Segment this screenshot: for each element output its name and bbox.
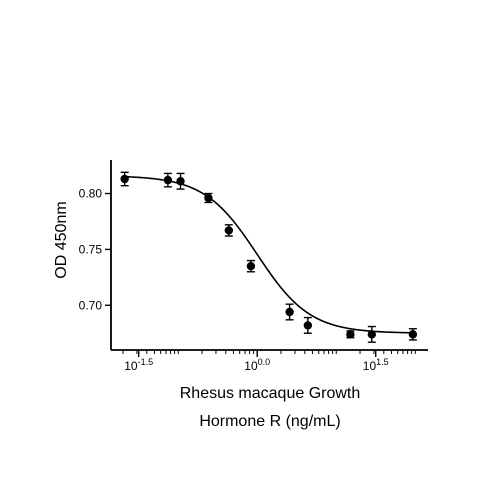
data-point	[346, 330, 355, 339]
data-point	[408, 330, 418, 339]
data-points	[120, 171, 418, 343]
x-tick-label: 100.0	[244, 357, 270, 373]
data-point	[303, 321, 313, 330]
x-tick-label: 101.5	[363, 357, 389, 373]
y-tick-label: 0.70	[79, 298, 103, 312]
data-point	[120, 174, 129, 184]
x-axis-label-line-2: Hormone R (ng/mL)	[199, 413, 340, 430]
data-point	[285, 307, 294, 317]
y-tick-label: 0.75	[79, 242, 103, 256]
fit-curve	[124, 175, 416, 334]
y-axis-label: OD 450nm	[53, 201, 70, 278]
x-axis: 10-1.5 100.0 101.5	[111, 349, 428, 373]
x-tick-label: 10-1.5	[124, 357, 153, 373]
data-point	[367, 330, 377, 339]
data-point	[204, 193, 213, 203]
data-point	[246, 261, 256, 271]
x-axis-label-line-1: Rhesus macaque Growth	[180, 385, 361, 402]
y-tick-label: 0.80	[79, 187, 103, 201]
data-point	[224, 226, 234, 235]
y-axis: 0.70 0.75 0.80	[79, 160, 112, 350]
data-point	[163, 175, 173, 185]
data-point	[176, 177, 185, 186]
